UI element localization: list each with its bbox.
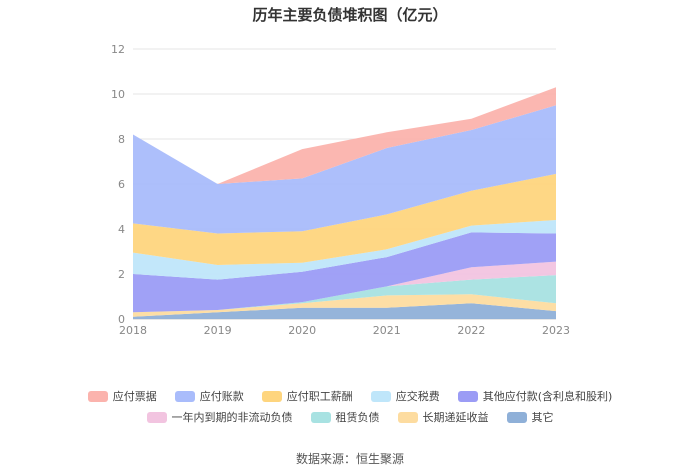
area-其他应付款(含利息和股利) (133, 232, 556, 313)
legend-swatch (457, 390, 478, 402)
area-一年内到期的非流动负债 (133, 261, 556, 313)
legend-label: 应付票据 (112, 390, 157, 403)
legend-swatch (370, 390, 391, 402)
legend-item[interactable]: 租赁负债 (310, 409, 380, 425)
x-tick-label: 2020 (288, 324, 316, 337)
x-tick-label: 2021 (373, 324, 401, 337)
legend-swatch (87, 390, 108, 402)
legend-label: 其它 (531, 411, 554, 424)
y-tick-label: 8 (118, 133, 125, 146)
legend-item[interactable]: 应交税费 (370, 388, 440, 404)
data-source-note: 数据来源：恒生聚源 (295, 452, 404, 466)
area-series (133, 87, 556, 319)
legend-swatch (506, 411, 527, 423)
legend-label: 应交税费 (395, 390, 440, 403)
legend-label: 应付账款 (199, 390, 244, 403)
x-tick-label: 2019 (204, 324, 232, 337)
chart-title: 历年主要负债堆积图（亿元） (252, 6, 448, 24)
y-tick-label: 0 (118, 313, 125, 326)
axes: 0 2 4 6 8 10 12 2018 2019 2020 2021 2022 2023 (111, 43, 570, 337)
area-其它 (133, 303, 556, 319)
legend: 应付票据 应付账款 应付职工薪酬 应交税费 其他应付款(含利息和股利) 一年内到期的非流动… (0, 388, 700, 430)
area-应交税费 (133, 220, 556, 280)
y-tick-label: 10 (111, 88, 125, 101)
x-tick-label: 2022 (457, 324, 485, 337)
legend-item[interactable]: 一年内到期的非流动负债 (146, 409, 293, 425)
legend-item[interactable]: 长期递延收益 (397, 409, 489, 425)
legend-item[interactable]: 其他应付款(含利息和股利) (457, 388, 613, 404)
legend-label: 一年内到期的非流动负债 (171, 411, 293, 424)
legend-item[interactable]: 应付职工薪酬 (261, 388, 353, 404)
legend-swatch (174, 390, 195, 402)
area-租赁负债 (133, 275, 556, 313)
y-tick-label: 4 (118, 223, 125, 236)
legend-label: 应付职工薪酬 (286, 390, 353, 403)
legend-swatch (397, 411, 418, 423)
y-tick-label: 12 (111, 43, 125, 56)
legend-item[interactable]: 应付票据 (87, 388, 157, 404)
legend-label: 租赁负债 (335, 411, 380, 424)
legend-label: 其他应付款(含利息和股利) (482, 390, 613, 403)
legend-swatch (310, 411, 331, 423)
area-应付职工薪酬 (133, 173, 556, 265)
legend-label: 长期递延收益 (422, 411, 489, 424)
x-tick-label: 2023 (542, 324, 570, 337)
legend-row: 一年内到期的非流动负债 租赁负债 长期递延收益 其它 (0, 409, 700, 425)
legend-row: 应付票据 应付账款 应付职工薪酬 应交税费 其他应付款(含利息和股利) (0, 388, 700, 404)
y-tick-label: 2 (118, 268, 125, 281)
x-tick-label: 2018 (119, 324, 147, 337)
legend-item[interactable]: 应付账款 (174, 388, 244, 404)
legend-swatch (146, 411, 167, 423)
legend-item[interactable]: 其它 (506, 409, 554, 425)
legend-swatch (261, 390, 282, 402)
y-tick-label: 6 (118, 178, 125, 191)
area-长期递延收益 (133, 294, 556, 317)
area-应付账款 (133, 105, 556, 234)
